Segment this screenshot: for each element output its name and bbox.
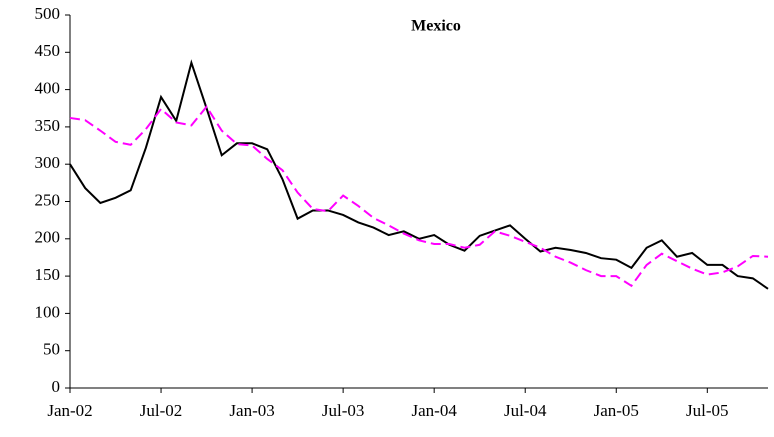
y-tick-label: 400 (35, 79, 61, 98)
y-tick-label: 150 (35, 265, 61, 284)
x-tick-label: Jul-04 (504, 401, 547, 420)
y-tick-label: 500 (35, 4, 61, 23)
y-tick-label: 300 (35, 153, 61, 172)
x-tick-label: Jan-05 (594, 401, 639, 420)
y-tick-label: 450 (35, 41, 61, 60)
y-tick-label: 0 (52, 377, 61, 396)
y-tick-label: 350 (35, 116, 61, 135)
chart-title: Mexico (411, 18, 461, 35)
line-series (69, 105, 769, 288)
x-tick-label: Jul-02 (140, 401, 183, 420)
y-tick-label: 50 (43, 340, 60, 359)
x-tick-label: Jan-02 (47, 401, 92, 420)
x-tick-label: Jul-03 (322, 401, 365, 420)
y-tick-label: 200 (35, 228, 61, 247)
x-tick-label: Jan-04 (412, 401, 458, 420)
y-tick-label: 100 (35, 302, 61, 321)
line-series (69, 59, 769, 290)
x-tick-label: Jan-03 (229, 401, 274, 420)
y-tick-label: 250 (35, 190, 61, 209)
x-tick-label: Jul-05 (686, 401, 729, 420)
